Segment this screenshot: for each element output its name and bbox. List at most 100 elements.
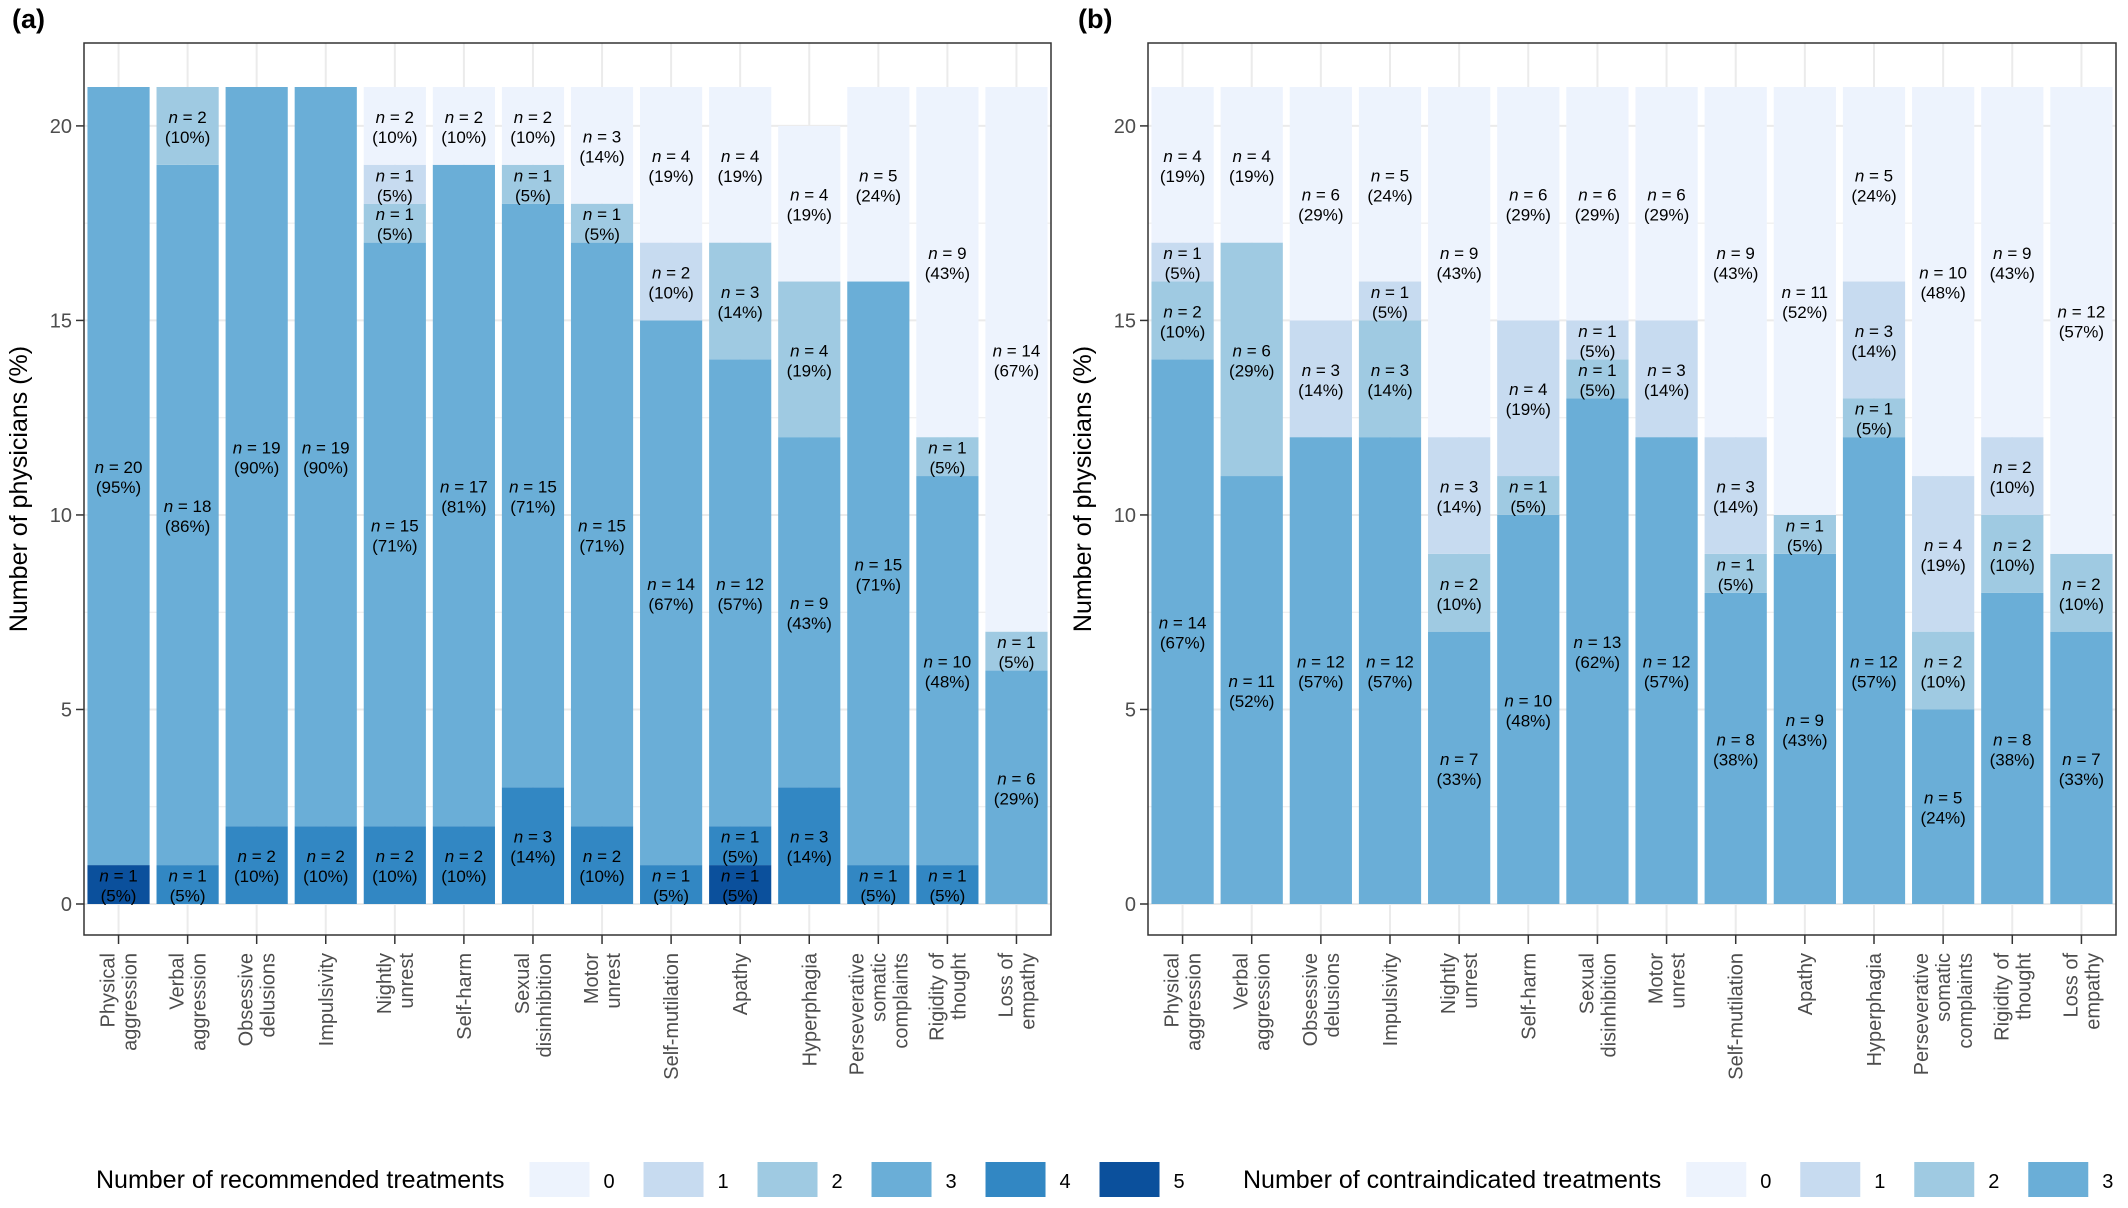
x-axis: Physicalaggression Verbalaggression Obsess… bbox=[1162, 935, 2104, 1080]
y-tick-label: 10 bbox=[1114, 505, 1136, 527]
bar-count-label: n = 11 bbox=[1228, 672, 1275, 691]
bar-segment-0 bbox=[1151, 87, 1214, 243]
bar-segment-1 bbox=[1358, 281, 1422, 321]
legend-label: 1 bbox=[718, 1171, 729, 1193]
bar-count-label: n = 6 bbox=[1302, 186, 1340, 205]
bar-segment-3 bbox=[1497, 514, 1560, 904]
bar-percent-label: (62%) bbox=[1575, 653, 1620, 672]
bar-percent-label: (67%) bbox=[1160, 634, 1205, 653]
bar-count-label: n = 2 bbox=[445, 847, 483, 866]
x-tick-label: Apathy bbox=[1795, 953, 1817, 1015]
bar-segment-0 bbox=[1635, 87, 1698, 321]
x-tick-label: Rigidity ofthought bbox=[926, 953, 970, 1041]
bar-percent-label: (24%) bbox=[1920, 809, 1965, 828]
bar-percent-label: (52%) bbox=[1782, 303, 1827, 322]
bar-percent-label: (81%) bbox=[441, 498, 486, 517]
bar-count-label: n = 3 bbox=[514, 828, 552, 847]
bar-count-label: n = 1 bbox=[721, 867, 759, 886]
bar-count-label: n = 15 bbox=[578, 516, 626, 535]
bar-count-label: n = 1 bbox=[1509, 478, 1547, 497]
legend-label: 5 bbox=[1174, 1171, 1185, 1193]
bar-segment-3 bbox=[1773, 553, 1836, 904]
bar-count-label: n = 3 bbox=[1302, 361, 1340, 380]
bar-count-label: n = 1 bbox=[1578, 361, 1616, 380]
bar-count-label: n = 9 bbox=[1440, 244, 1478, 263]
bar-segment-2 bbox=[1497, 476, 1560, 515]
bar-segment-1 bbox=[363, 164, 426, 204]
x-tick-label: Self-harm bbox=[1518, 953, 1540, 1040]
bar-count-label: n = 17 bbox=[440, 478, 488, 497]
bar-percent-label: (57%) bbox=[717, 595, 762, 614]
x-tick-label: Motorunrest bbox=[1646, 953, 1690, 1009]
bar-percent-label: (10%) bbox=[1990, 478, 2035, 497]
bar-count-label: n = 3 bbox=[1647, 361, 1685, 380]
bar-percent-label: (14%) bbox=[1436, 498, 1481, 517]
bar-percent-label: (33%) bbox=[1436, 770, 1481, 789]
bar-segment-0 bbox=[709, 87, 772, 243]
legend-key-3 bbox=[871, 1162, 932, 1197]
bar-segment-2 bbox=[570, 203, 634, 243]
x-tick-label: Hyperphagia bbox=[1864, 952, 1886, 1066]
bar-percent-label: (14%) bbox=[1713, 498, 1758, 517]
bar-percent-label: (29%) bbox=[1298, 206, 1343, 225]
bar-percent-label: (10%) bbox=[579, 867, 624, 886]
bar-count-label: n = 2 bbox=[1163, 302, 1201, 321]
legend-key-0 bbox=[1686, 1162, 1747, 1197]
bar-segment-0 bbox=[1566, 87, 1629, 321]
bar-count-label: n = 8 bbox=[1717, 730, 1755, 749]
bar-count-label: n = 14 bbox=[1159, 614, 1207, 633]
bar-segment-3 bbox=[2050, 631, 2113, 904]
bar-count-label: n = 2 bbox=[376, 847, 414, 866]
bar-percent-label: (29%) bbox=[1644, 206, 1689, 225]
bar-count-label: n = 3 bbox=[721, 283, 759, 302]
bar-segment-0 bbox=[501, 87, 565, 165]
bar-count-label: n = 4 bbox=[1163, 147, 1201, 166]
bar-percent-label: (43%) bbox=[925, 264, 970, 283]
bar-percent-label: (14%) bbox=[1851, 342, 1896, 361]
legend-label: 2 bbox=[1988, 1171, 1999, 1193]
bar-percent-label: (5%) bbox=[377, 186, 413, 205]
bar-segment-3 bbox=[225, 87, 288, 827]
bar-percent-label: (10%) bbox=[372, 128, 417, 147]
legend-key-3 bbox=[2028, 1162, 2089, 1197]
bar-percent-label: (14%) bbox=[1367, 381, 1412, 400]
bar-percent-label: (5%) bbox=[1165, 264, 1201, 283]
x-tick-label: Self-mutilation bbox=[1726, 953, 1748, 1080]
bar-count-label: n = 2 bbox=[376, 108, 414, 127]
bar-percent-label: (38%) bbox=[1990, 750, 2035, 769]
bar-count-label: n = 5 bbox=[1371, 166, 1409, 185]
bar-segment-0 bbox=[1358, 87, 1422, 282]
bar-percent-label: (24%) bbox=[1851, 186, 1896, 205]
bar-percent-label: (5%) bbox=[1856, 420, 1892, 439]
bar-segment-1 bbox=[1497, 320, 1560, 477]
legend-title: Number of recommended treatments bbox=[96, 1166, 505, 1194]
bar-percent-label: (5%) bbox=[101, 887, 137, 906]
bar-percent-label: (29%) bbox=[994, 789, 1039, 808]
bar-percent-label: (10%) bbox=[441, 128, 486, 147]
bar-percent-label: (5%) bbox=[1372, 303, 1408, 322]
bar-segment-2 bbox=[985, 631, 1048, 671]
bar-segment-3 bbox=[1912, 709, 1975, 904]
bar-percent-label: (5%) bbox=[653, 887, 689, 906]
bar-percent-label: (14%) bbox=[579, 147, 624, 166]
bar-percent-label: (5%) bbox=[860, 887, 896, 906]
bar-percent-label: (5%) bbox=[722, 887, 758, 906]
bar-segment-0 bbox=[363, 87, 426, 165]
bar-segment-4 bbox=[778, 787, 841, 904]
bar-percent-label: (5%) bbox=[1787, 536, 1823, 555]
bar-count-label: n = 1 bbox=[1855, 400, 1893, 419]
bar-percent-label: (19%) bbox=[1506, 400, 1551, 419]
x-tick-label: Nightlyunrest bbox=[1438, 953, 1482, 1015]
bar-count-label: n = 20 bbox=[95, 458, 143, 477]
bar-segment-2 bbox=[916, 437, 979, 477]
bar-percent-label: (10%) bbox=[372, 867, 417, 886]
bar-count-label: n = 5 bbox=[1924, 789, 1962, 808]
bar-count-label: n = 3 bbox=[1371, 361, 1409, 380]
bar-count-label: n = 13 bbox=[1574, 633, 1622, 652]
bar-segment-2 bbox=[1981, 514, 2044, 593]
bar-count-label: n = 7 bbox=[2062, 750, 2100, 769]
bar-percent-label: (5%) bbox=[1579, 342, 1615, 361]
bar-percent-label: (57%) bbox=[2059, 322, 2104, 341]
legend: Number of contraindicated treatments 0 1 2 3 bbox=[1243, 1162, 2113, 1197]
